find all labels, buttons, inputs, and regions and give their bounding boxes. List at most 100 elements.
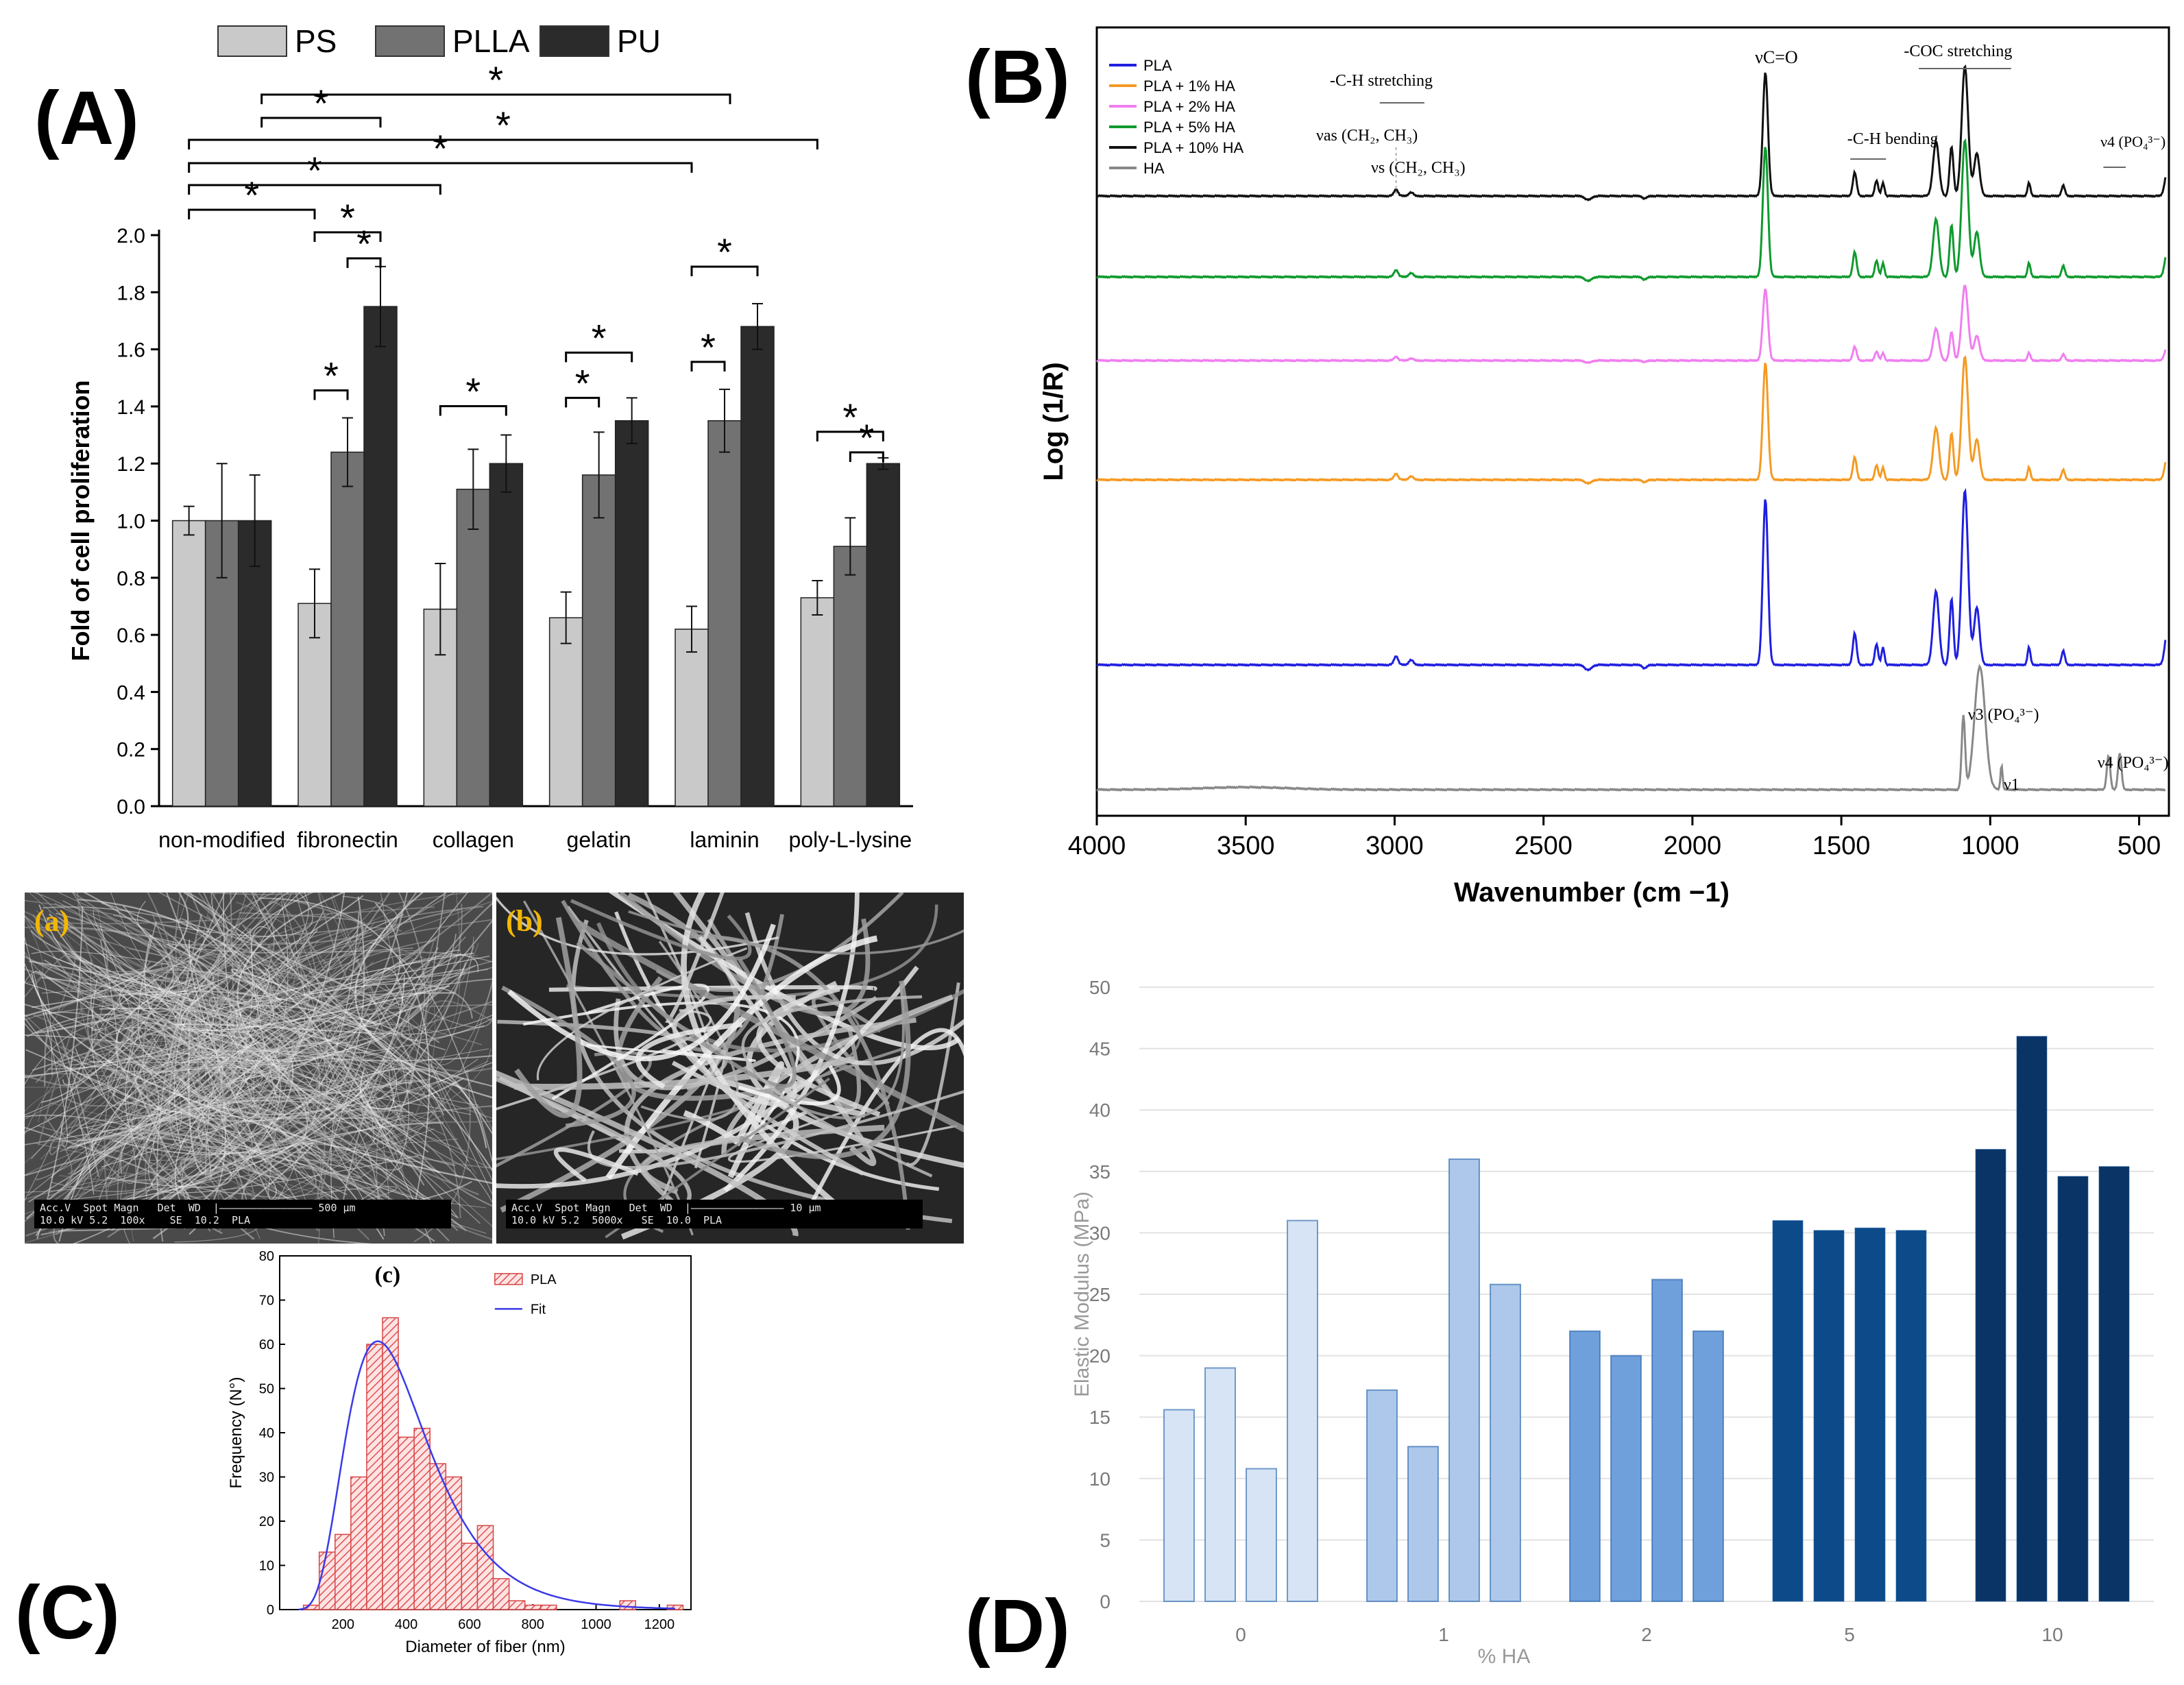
bar-pu (866, 463, 901, 807)
fiber (86, 1060, 277, 1154)
y-tick-label: 1.2 (117, 453, 145, 476)
fiber (628, 910, 964, 955)
fiber (723, 893, 860, 1193)
bar-ha-10 (1975, 1149, 2006, 1602)
fiber (376, 1092, 430, 1221)
fiber (126, 1021, 327, 1156)
x-tick-label: 3000 (1366, 832, 1424, 860)
y-tick-label: 30 (1089, 1222, 1111, 1244)
fiber (156, 893, 226, 1242)
annotation-v3: ν3 (PO₄³⁻) (1968, 706, 2039, 724)
fiber (171, 1061, 325, 1132)
fiber (208, 996, 372, 1071)
bar-ha-1 (1490, 1283, 1521, 1602)
fiber (80, 1008, 162, 1175)
fiber (45, 1018, 255, 1157)
y-tick-label: 35 (1089, 1161, 1111, 1183)
y-tick-label: 0 (267, 1603, 274, 1618)
fiber (197, 954, 250, 1129)
y-tick-label: 1.4 (117, 396, 145, 419)
spectrum-ha (1096, 664, 2166, 792)
legend-label-fit: Fit (531, 1302, 546, 1317)
fiber (81, 893, 221, 959)
x-tick-label: gelatin (567, 827, 631, 852)
fiber (42, 906, 440, 1043)
significance-bracket (439, 405, 507, 416)
y-tick-label: 10 (1089, 1468, 1111, 1490)
significance-bracket (313, 389, 349, 400)
fiber (191, 1040, 255, 1093)
legend-label-plla: PLLA (452, 23, 530, 59)
fiber (137, 901, 413, 954)
fiber (71, 1050, 441, 1097)
legend-swatch-pla (494, 1273, 523, 1285)
fiber (340, 902, 492, 1211)
y-tick-label: 30 (259, 1470, 274, 1486)
fiber (756, 986, 881, 1117)
fiber (25, 971, 53, 1076)
significance-bracket (188, 184, 441, 195)
bar-ha-5 (1813, 1230, 1845, 1602)
fiber (185, 920, 390, 1127)
bar-plla (330, 451, 365, 807)
chart-b: (B) 4000 3500 3000 2500 2000 1500 1000 500 Wavenu… (965, 26, 2170, 908)
fiber (180, 978, 450, 1032)
annotation-vs: νs (CH₂, CH₃) (1371, 159, 1466, 177)
sem-label-b: (b) (506, 904, 543, 938)
panel-label-d: (D) (965, 1584, 1070, 1669)
fiber (51, 914, 201, 1193)
significance-bracket (690, 265, 759, 276)
fiber (553, 1147, 639, 1183)
fiber (38, 982, 125, 1146)
bar-ha-2 (1651, 1278, 1683, 1602)
fiber (62, 945, 475, 1222)
bar-ha-0 (1287, 1220, 1318, 1603)
bar-plla (707, 420, 742, 807)
fiber (322, 895, 398, 965)
significance-star: * (859, 416, 874, 459)
spectrum-pla (1096, 487, 2167, 672)
annotation-v4-bottom: ν4 (PO₄³⁻) (2098, 754, 2169, 772)
histogram-bar (335, 1534, 352, 1610)
fiber (54, 991, 457, 1031)
x-tick-label: 1000 (1961, 832, 2019, 860)
x-tick-label: 4000 (1068, 832, 1126, 860)
significance-bracket (565, 396, 600, 408)
fiber (25, 954, 479, 1133)
fiber (25, 919, 44, 983)
annotation-ch-stretching: -C-H stretching (1330, 72, 1433, 90)
fiber (44, 1026, 100, 1178)
significance-star: * (575, 361, 590, 404)
fiber (243, 1047, 485, 1194)
histogram-bar (619, 1600, 636, 1610)
fiber (104, 1023, 345, 1188)
fiber (278, 893, 309, 968)
fiber (121, 1126, 361, 1178)
y-tick-label: 0.6 (117, 625, 145, 647)
bar-ha-2 (1610, 1355, 1642, 1602)
histogram-bar (540, 1604, 557, 1610)
legend-label: PLA + 5% HA (1143, 119, 1235, 136)
x-tick-label: 1 (1438, 1624, 1449, 1645)
subpanel-label-c: (c) (374, 1263, 400, 1288)
histogram-bar (666, 1604, 684, 1610)
histogram-bar (445, 1476, 463, 1610)
fiber (236, 934, 479, 1106)
fiber (350, 967, 492, 994)
fiber (161, 960, 311, 1113)
y-tick-label: 0.4 (117, 681, 145, 704)
bar-ha-0 (1246, 1468, 1277, 1602)
bar-pu (363, 306, 398, 807)
plot-frame (1095, 26, 2170, 817)
bar-ha-1 (1448, 1158, 1480, 1602)
fiber (354, 893, 492, 1099)
y-tick-label: 20 (1089, 1346, 1111, 1367)
fiber (576, 920, 964, 1132)
fiber (151, 1148, 420, 1193)
fiber (136, 955, 219, 1075)
significance-bracket (565, 351, 633, 363)
significance-star: * (340, 196, 355, 239)
fiber (209, 1080, 444, 1218)
fiber (641, 1124, 885, 1195)
